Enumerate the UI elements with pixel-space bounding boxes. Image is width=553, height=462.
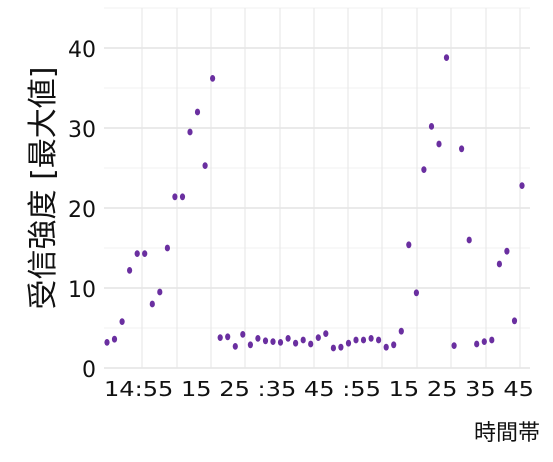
data-point xyxy=(240,331,246,338)
data-point xyxy=(172,193,178,201)
data-point xyxy=(164,244,170,252)
data-point xyxy=(217,334,223,341)
y-axis-ticks: 0 10 20 30 40 xyxy=(68,38,96,383)
data-point xyxy=(262,337,269,345)
data-point xyxy=(406,241,412,249)
data-point xyxy=(474,340,480,348)
data-point xyxy=(179,193,186,201)
data-point xyxy=(270,338,276,345)
data-point xyxy=(511,317,518,325)
data-point xyxy=(443,54,450,61)
data-point xyxy=(481,338,487,345)
data-point xyxy=(330,344,336,352)
plot-area xyxy=(104,8,530,368)
data-point xyxy=(187,128,193,136)
y-tick-label: 30 xyxy=(68,118,96,143)
data-point xyxy=(157,288,163,296)
data-point xyxy=(383,343,389,351)
data-point xyxy=(345,339,352,347)
data-point xyxy=(353,336,359,344)
data-point xyxy=(285,335,291,342)
y-tick-label: 20 xyxy=(68,198,96,223)
data-point xyxy=(149,300,155,308)
data-point xyxy=(194,108,201,116)
data-point xyxy=(210,75,216,82)
data-point xyxy=(119,318,125,325)
data-point xyxy=(202,162,208,170)
x-axis-tick-labels: 14:55 15 25 :35 45 :55 15 25 35 45 xyxy=(104,377,534,401)
data-point xyxy=(451,342,457,349)
data-point xyxy=(142,250,148,257)
data-point xyxy=(308,340,314,348)
data-point xyxy=(421,166,427,174)
data-point xyxy=(232,343,238,350)
data-point xyxy=(323,330,329,337)
y-tick-label: 40 xyxy=(68,38,96,63)
data-point xyxy=(496,260,502,268)
data-point xyxy=(127,267,133,274)
data-points xyxy=(104,54,525,352)
data-point xyxy=(277,339,284,346)
y-tick-label: 0 xyxy=(82,358,96,383)
data-point xyxy=(247,341,253,349)
y-tick-label: 10 xyxy=(68,278,96,303)
data-point xyxy=(391,341,397,349)
data-point xyxy=(398,327,404,335)
data-point xyxy=(504,247,510,255)
data-point xyxy=(360,336,367,344)
data-point xyxy=(466,236,472,244)
x-axis-title: 時間帯 xyxy=(474,421,540,446)
data-point xyxy=(489,336,495,344)
data-point xyxy=(459,145,465,153)
data-point xyxy=(315,334,321,341)
data-point xyxy=(368,335,374,342)
data-point xyxy=(104,339,110,346)
data-point xyxy=(111,335,118,343)
y-axis-title: 受信強度 [最大値] xyxy=(26,67,61,310)
grid xyxy=(104,7,530,369)
data-point xyxy=(376,336,382,344)
data-point xyxy=(293,339,299,347)
data-point xyxy=(413,289,419,297)
data-point xyxy=(436,140,442,148)
data-point xyxy=(300,336,306,344)
data-point xyxy=(338,343,344,351)
data-point xyxy=(428,123,435,130)
data-point xyxy=(255,335,261,342)
data-point xyxy=(225,333,231,341)
data-point xyxy=(519,182,525,190)
data-point xyxy=(134,250,140,257)
